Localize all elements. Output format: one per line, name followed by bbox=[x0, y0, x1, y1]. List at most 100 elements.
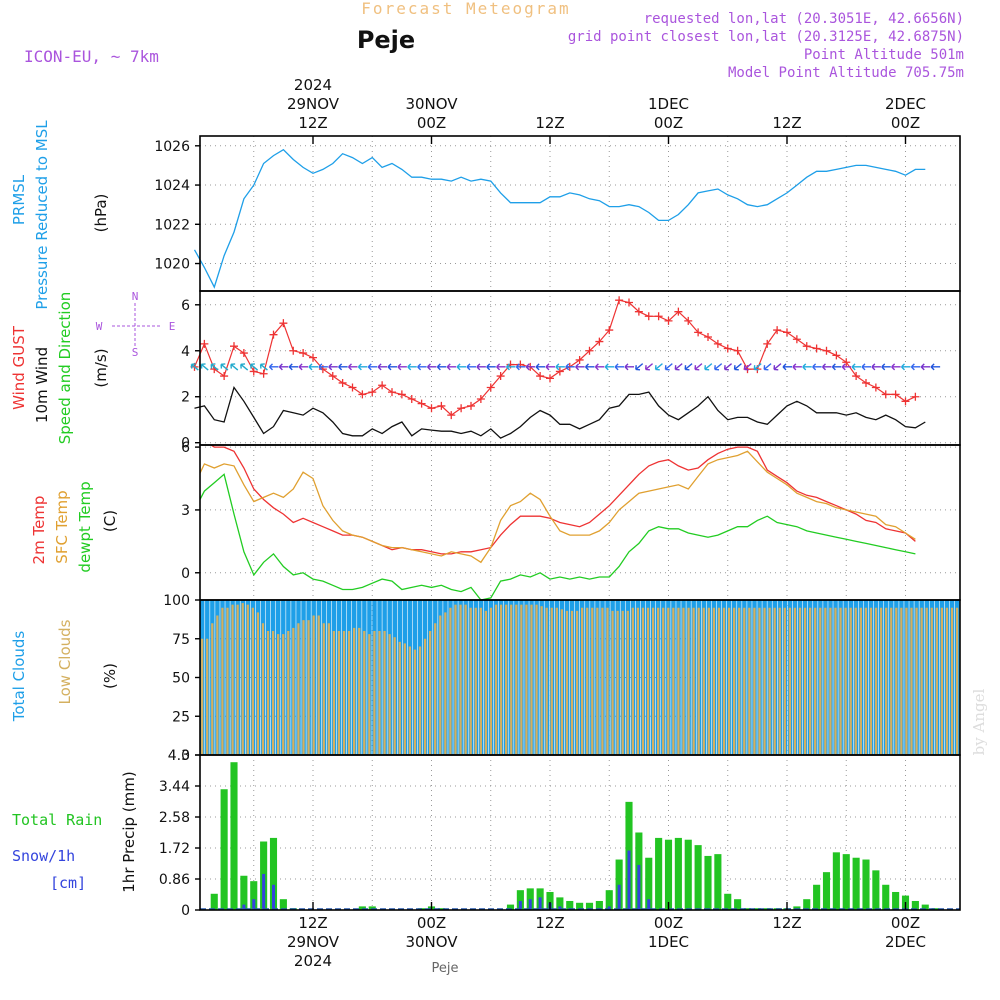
wind-direction-arrow bbox=[674, 363, 683, 371]
arrow-shape bbox=[230, 363, 239, 371]
bar-low-clouds bbox=[342, 631, 346, 755]
bar-total-rain bbox=[358, 906, 366, 910]
bar-low-clouds bbox=[403, 643, 406, 755]
bar-low-clouds bbox=[505, 604, 508, 755]
bar-low-clouds bbox=[662, 607, 665, 755]
y-tick-label: 6 bbox=[181, 440, 190, 456]
gust-marker bbox=[388, 388, 396, 397]
arrow-shape bbox=[436, 363, 447, 371]
wind-direction-arrow bbox=[278, 363, 289, 371]
bar-low-clouds bbox=[763, 607, 766, 755]
y-tick-label: 4 bbox=[181, 344, 190, 360]
y-tick-label: 4.3 bbox=[168, 748, 190, 764]
arrow-shape bbox=[535, 363, 546, 371]
bar-snow bbox=[538, 897, 542, 910]
bar-low-clouds bbox=[900, 607, 903, 755]
y-tick-label: 0 bbox=[181, 566, 190, 582]
bar-low-clouds bbox=[717, 607, 721, 755]
wind-direction-arrow bbox=[802, 363, 812, 371]
label-dewpt-temp: dewpt Temp bbox=[76, 481, 94, 572]
gust-marker bbox=[575, 355, 584, 364]
unit-pressure: (hPa) bbox=[92, 194, 110, 233]
bar-low-clouds bbox=[297, 623, 300, 755]
bar-low-clouds bbox=[358, 627, 361, 755]
label-speed-direction: Speed and Direction bbox=[56, 292, 74, 445]
gust-marker bbox=[447, 411, 456, 420]
gust-marker bbox=[605, 326, 614, 335]
bar-total-rain bbox=[210, 893, 218, 910]
bar-total-rain bbox=[576, 902, 584, 910]
bar-low-clouds bbox=[601, 607, 604, 755]
bar-low-clouds bbox=[621, 610, 624, 755]
wind-direction-arrow bbox=[565, 363, 575, 371]
arrow-shape bbox=[763, 363, 772, 371]
wind-direction-arrow bbox=[861, 363, 871, 371]
series-wind-gust bbox=[193, 299, 916, 416]
wind-direction-arrow bbox=[773, 363, 782, 371]
bar-low-clouds bbox=[393, 637, 396, 755]
bar-low-clouds bbox=[231, 604, 234, 755]
arrow-shape bbox=[714, 363, 723, 371]
gust-marker bbox=[664, 316, 673, 325]
time-label-bottom: 30NOV bbox=[405, 933, 458, 951]
bar-total-rain bbox=[506, 904, 515, 910]
gust-marker bbox=[812, 344, 821, 353]
arrow-shape bbox=[259, 363, 268, 371]
compass-e: E bbox=[169, 320, 176, 333]
gust-marker bbox=[802, 342, 811, 351]
wind-direction-arrow bbox=[515, 363, 526, 371]
arrow-shape bbox=[318, 363, 328, 371]
wind-direction-arrow bbox=[664, 363, 673, 371]
gust-marker bbox=[457, 404, 466, 413]
label-2m-temp: 2m Temp bbox=[30, 496, 48, 565]
wind-direction-arrow bbox=[575, 363, 585, 371]
arrow-shape bbox=[871, 363, 881, 371]
bar-low-clouds bbox=[570, 610, 574, 755]
gust-marker bbox=[644, 312, 653, 321]
unit-temp: (C) bbox=[101, 510, 119, 532]
bar-low-clouds bbox=[464, 604, 467, 755]
bar-low-clouds bbox=[388, 634, 391, 755]
bar-low-clouds bbox=[459, 604, 462, 755]
wind-direction-arrow bbox=[694, 363, 703, 371]
bar-low-clouds bbox=[322, 623, 325, 755]
time-label-top: 30NOV bbox=[405, 95, 458, 113]
time-label-top: 1DEC bbox=[648, 95, 689, 113]
gust-marker bbox=[378, 381, 387, 390]
arrow-shape bbox=[357, 363, 368, 371]
gust-marker bbox=[763, 339, 772, 348]
bar-low-clouds bbox=[616, 610, 619, 755]
time-label-bottom: 29NOV bbox=[287, 933, 340, 951]
panel-frame-pressure bbox=[199, 135, 961, 292]
bar-low-clouds bbox=[317, 615, 320, 755]
wind-direction-arrow bbox=[249, 363, 259, 371]
bar-low-clouds bbox=[246, 604, 249, 755]
gust-marker bbox=[555, 367, 564, 376]
unit-wind: (m/s) bbox=[92, 348, 110, 387]
bar-low-clouds bbox=[727, 607, 731, 755]
wind-direction-arrow bbox=[525, 363, 536, 371]
gust-marker bbox=[911, 392, 920, 401]
bar-low-clouds bbox=[935, 607, 938, 755]
bar-low-clouds bbox=[869, 607, 873, 755]
bar-low-clouds bbox=[261, 623, 265, 755]
gust-marker bbox=[279, 319, 288, 328]
wind-direction-arrow bbox=[407, 363, 417, 371]
wind-direction-arrow bbox=[496, 363, 506, 371]
series-sfc-temp bbox=[200, 450, 916, 564]
arrow-shape bbox=[308, 363, 318, 371]
time-label-bottom: 1DEC bbox=[648, 933, 689, 951]
arrow-shape bbox=[773, 363, 782, 371]
arrow-shape bbox=[792, 363, 802, 371]
bar-low-clouds bbox=[657, 607, 660, 755]
time-label-top: 29NOV bbox=[287, 95, 340, 113]
arrow-shape bbox=[802, 363, 812, 371]
gust-marker bbox=[792, 335, 801, 344]
label-total-rain: Total Rain bbox=[12, 811, 102, 829]
time-label-bottom: 00Z bbox=[891, 914, 920, 932]
bar-low-clouds bbox=[834, 607, 837, 755]
bar-low-clouds bbox=[383, 631, 386, 755]
arrow-shape bbox=[407, 363, 417, 371]
bar-low-clouds bbox=[641, 607, 645, 755]
